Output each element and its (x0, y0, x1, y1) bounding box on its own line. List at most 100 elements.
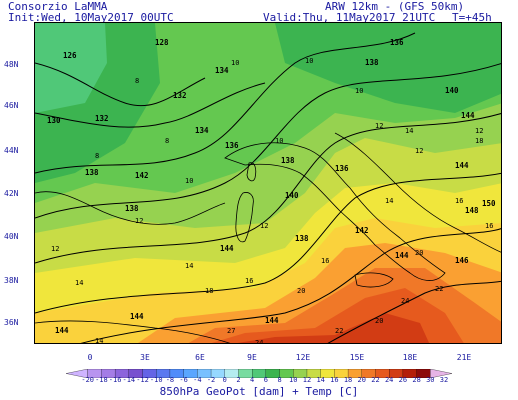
colorbar-tick-label: -4 (193, 376, 202, 384)
colorbar-tick-label: -12 (136, 376, 149, 384)
geopotential-contours (35, 32, 501, 343)
model-label: ARW 12km - (GFS 50km) (325, 0, 465, 13)
geopot-label: 126 (63, 51, 77, 60)
lon-label-3e: 3E (140, 353, 150, 362)
temp-label: 20 (375, 317, 383, 325)
geopot-label: 138 (295, 234, 309, 243)
africa-coast (35, 320, 231, 343)
contour-146 (327, 280, 501, 343)
temp-label: 24 (255, 339, 263, 344)
colorbar-tick-label: 6 (263, 376, 268, 384)
temp-label: 10 (275, 137, 283, 145)
geopot-label: 136 (390, 38, 404, 47)
lat-label-40n: 40N (4, 232, 19, 241)
colorbar-tick-label: 26 (398, 376, 408, 384)
lon-label-18e: 18E (402, 353, 418, 362)
geopot-label: 142 (135, 171, 149, 180)
temp-label: 27 (227, 327, 235, 335)
corsica-coast (246, 162, 257, 182)
colorbar-tick-label: 2 (236, 376, 241, 384)
temp-label: 18 (475, 137, 483, 145)
map-svg: 126 128 130 132 132 134 134 136 136 138 … (35, 23, 501, 344)
geopotential-labels: 126 128 130 132 132 134 134 136 136 138 … (47, 38, 496, 335)
geopot-label: 128 (155, 38, 169, 47)
temp-label: 10 (231, 59, 239, 67)
geopot-label: 130 (47, 116, 61, 125)
temperature-colorbar (66, 369, 452, 378)
contour-130 (35, 62, 206, 107)
geopot-label: 144 (55, 326, 69, 335)
temp-label: 12 (135, 217, 143, 225)
temp-band-6 (35, 23, 107, 113)
spain-france-coast (35, 191, 226, 225)
temp-label: 12 (375, 122, 383, 130)
colorbar-tick-label: -10 (149, 376, 163, 384)
geopot-label: 142 (355, 226, 369, 235)
colorbar-tick-label: 10 (289, 376, 298, 384)
geopot-label: 132 (95, 114, 109, 123)
lon-label-9e: 9E (247, 353, 257, 362)
temp-label: 14 (405, 127, 413, 135)
adriatic-balkan-coast (334, 132, 501, 253)
colorbar-tick-label: 16 (330, 376, 339, 384)
temp-label: 18 (205, 287, 213, 295)
temp-label: 16 (321, 257, 329, 265)
geopot-label: 144 (395, 251, 409, 260)
geopot-label: 144 (455, 161, 469, 170)
temp-label: 22 (335, 327, 343, 335)
temp-label: 16 (245, 277, 253, 285)
lat-label-48n: 48N (4, 60, 19, 69)
temp-label: 12 (260, 222, 268, 230)
temp-label: 10 (355, 87, 363, 95)
colorbar-tick-label: 30 (426, 376, 435, 384)
temp-band-8-ne (275, 23, 501, 113)
geopot-label: 140 (285, 191, 299, 200)
lat-label-44n: 44N (4, 146, 19, 155)
geopot-label: 138 (85, 168, 99, 177)
temp-label: 14 (95, 337, 103, 344)
lon-label-21e: 21E (456, 353, 472, 362)
geopot-label: 138 (125, 204, 139, 213)
colorbar-swatch (430, 369, 452, 378)
lon-label-12e: 12E (295, 353, 311, 362)
temp-label: 12 (475, 127, 483, 135)
contour-134 (35, 82, 266, 128)
temp-label: 12 (415, 147, 423, 155)
temp-label: 10 (185, 177, 193, 185)
colorbar-tick-label: 0 (222, 376, 227, 384)
temp-label: 20 (297, 287, 305, 295)
geopot-label: 132 (173, 91, 187, 100)
geopot-label: 144 (130, 312, 144, 321)
org-label: Consorzio LaMMA (8, 0, 108, 13)
contour-144 (80, 228, 501, 343)
temp-label: 10 (305, 57, 313, 65)
geopot-label: 138 (281, 156, 295, 165)
colorbar-tick-label: 4 (250, 376, 255, 384)
lon-label-0: 0 (87, 353, 93, 362)
temperature-labels: 8 8 8 10 10 10 10 10 12 12 12 12 12 14 1… (51, 57, 493, 344)
weather-map: 126 128 130 132 132 134 134 136 136 138 … (34, 22, 502, 344)
sardinia-coast (235, 192, 254, 243)
geopot-label: 134 (215, 66, 229, 75)
geopot-label: 134 (195, 126, 209, 135)
temp-label: 22 (435, 285, 443, 293)
geopot-label: 136 (225, 141, 239, 150)
geopot-label: 146 (455, 256, 469, 265)
colorbar-tick-label: 20 (357, 376, 366, 384)
contour-138 (35, 63, 501, 219)
geopot-label: 144 (265, 316, 279, 325)
colorbar-tick-label: 12 (302, 376, 312, 384)
temp-band-26 (237, 313, 430, 343)
colorbar-tick-label: -20 (81, 376, 95, 384)
temp-label: 14 (385, 197, 393, 205)
contour-142 (35, 172, 501, 314)
colorbar-tick-label: 18 (343, 376, 353, 384)
lat-label-36n: 36N (4, 318, 19, 327)
temp-label: 14 (185, 262, 193, 270)
contour-136 (35, 32, 416, 174)
temp-label: 12 (51, 245, 59, 253)
colorbar-tick-label: -2 (206, 376, 216, 384)
colorbar-tick-label: -8 (165, 376, 175, 384)
temp-label: 20 (415, 249, 423, 257)
colorbar-tick-label: 14 (316, 376, 325, 384)
